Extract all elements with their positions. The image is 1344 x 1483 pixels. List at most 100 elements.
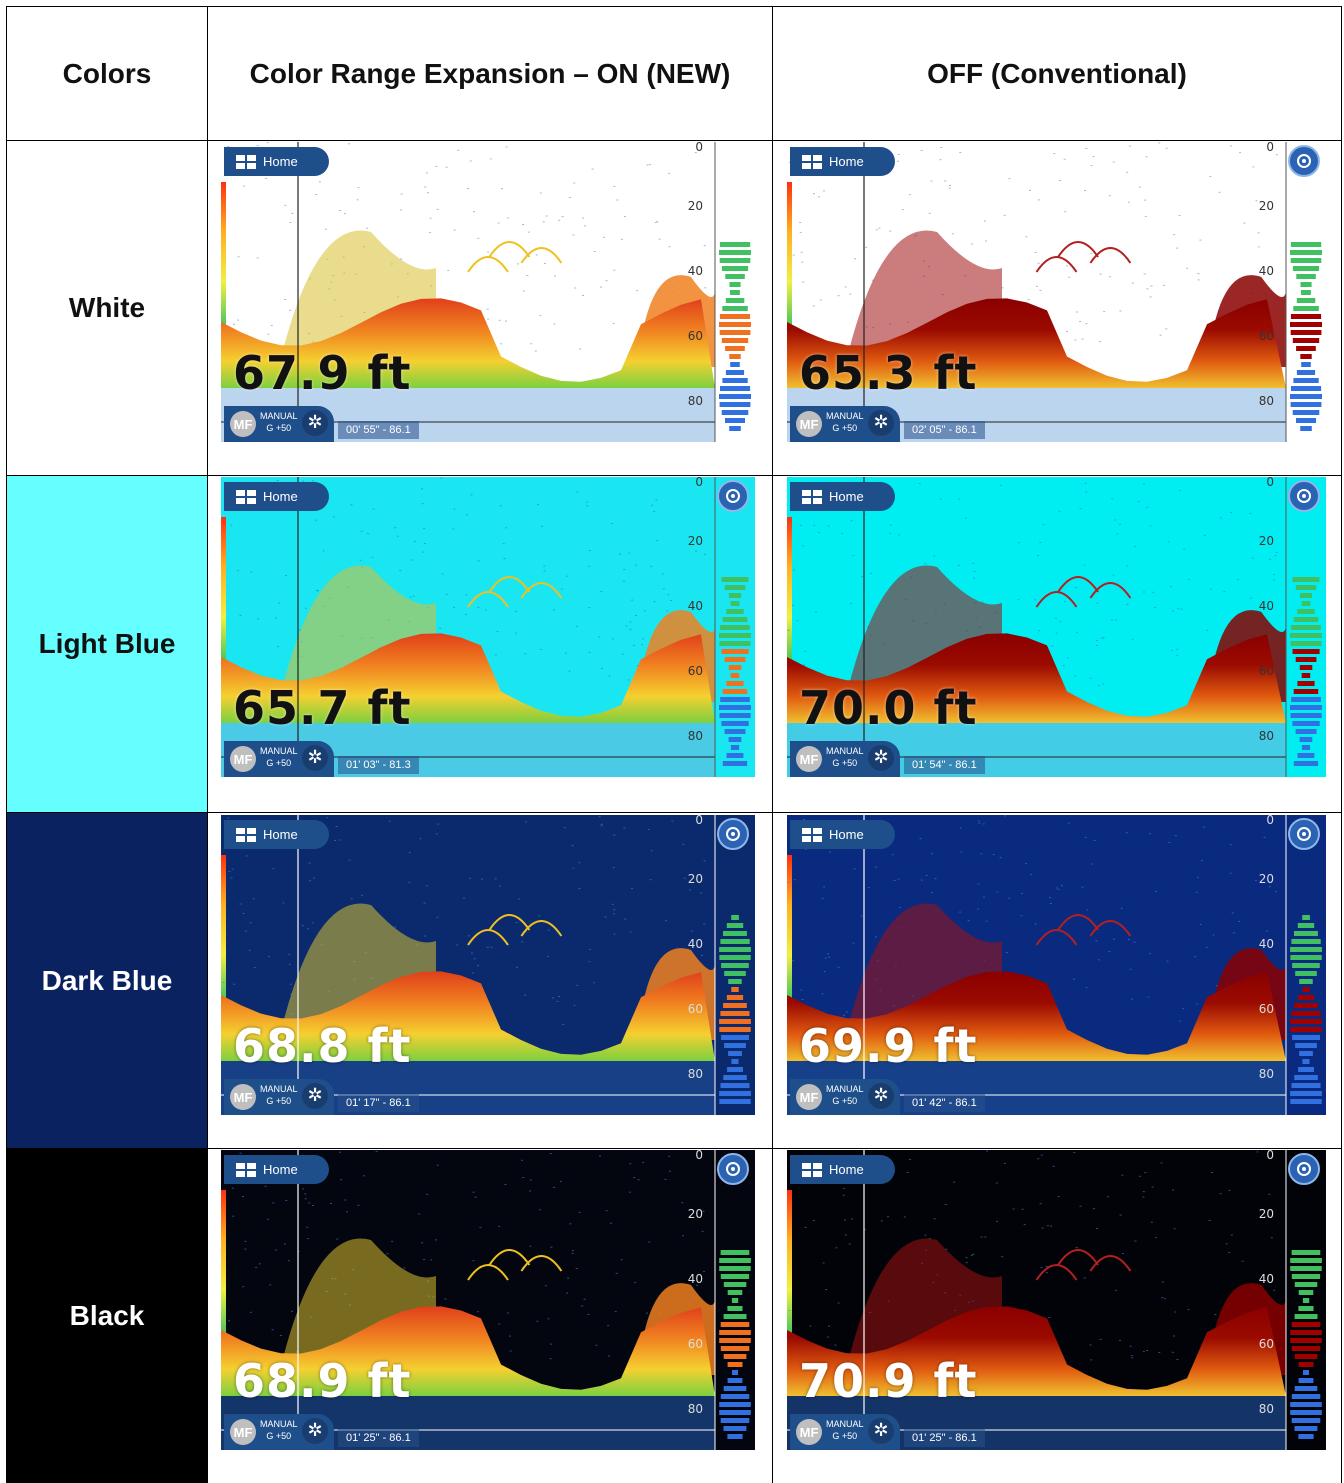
color-scale-bar	[787, 182, 792, 382]
depth-scale-label: 20	[687, 199, 703, 213]
flasher-bar	[727, 1306, 743, 1311]
crosshair-icon[interactable]	[717, 1153, 749, 1185]
depth-scale-label: 40	[1258, 937, 1274, 951]
flasher-bar	[1299, 593, 1313, 598]
crosshair-icon[interactable]	[1288, 145, 1320, 177]
fish-arch	[467, 591, 509, 608]
depth-scale-label: 60	[687, 1337, 703, 1351]
mf-badge[interactable]: MF	[230, 1419, 256, 1445]
home-button[interactable]: Home	[224, 820, 329, 849]
flasher-bar	[1291, 1011, 1321, 1016]
crosshair-icon[interactable]	[717, 480, 749, 512]
home-label: Home	[829, 1162, 864, 1177]
mf-badge[interactable]: MF	[230, 1084, 256, 1110]
home-button[interactable]: Home	[790, 147, 895, 176]
flasher-bar	[1290, 1027, 1322, 1032]
flasher-bar	[1299, 979, 1313, 984]
crosshair-icon[interactable]	[1288, 818, 1320, 850]
manual-label: MANUAL	[826, 1084, 864, 1094]
flasher-bar	[1293, 617, 1319, 622]
gear-icon[interactable]: ✲	[302, 410, 328, 436]
flasher-bar	[719, 1402, 751, 1407]
flasher-bar	[725, 298, 745, 303]
sonar-screenshot-on: 0 20 40 60 80 Home 68.8 ft MF MANUAL G +50 ✲ 01' 17…	[221, 815, 755, 1115]
gear-icon[interactable]: ✲	[868, 410, 894, 436]
gear-icon[interactable]: ✲	[868, 745, 894, 771]
flasher-bar	[1300, 354, 1312, 359]
home-button[interactable]: Home	[224, 482, 329, 511]
depth-scale-label: 0	[695, 815, 703, 827]
flasher-bar	[720, 625, 750, 630]
flasher-bar	[1290, 322, 1322, 327]
flasher-bar	[1294, 1426, 1318, 1431]
gain-mode-label: MANUAL G +50	[260, 1083, 298, 1107]
crosshair-icon[interactable]	[1288, 1153, 1320, 1185]
flasher-bar	[729, 282, 741, 287]
fish-arch	[488, 914, 531, 931]
fish-arch	[1057, 1249, 1099, 1266]
gain-control-bar: MF MANUAL G +50 ✲	[224, 1079, 334, 1115]
home-button[interactable]: Home	[224, 147, 329, 176]
flasher-bar	[719, 633, 751, 638]
mf-badge[interactable]: MF	[796, 1084, 822, 1110]
mf-badge[interactable]: MF	[796, 411, 822, 437]
crosshair-icon[interactable]	[717, 818, 749, 850]
flasher-bar	[1290, 1091, 1322, 1096]
home-button[interactable]: Home	[790, 482, 895, 511]
gain-control-bar: MF MANUAL G +50 ✲	[790, 741, 900, 777]
gear-icon[interactable]: ✲	[302, 1083, 328, 1109]
flasher-bar	[1290, 947, 1322, 952]
flasher-bar	[1301, 362, 1311, 367]
flasher-bar	[719, 242, 751, 247]
depth-scale-label: 80	[687, 1067, 703, 1081]
flasher-bar	[1302, 987, 1310, 992]
depth-scale-label: 0	[695, 1150, 703, 1162]
gain-control-bar: MF MANUAL G +50 ✲	[790, 1079, 900, 1115]
mf-badge[interactable]: MF	[230, 411, 256, 437]
depth-scale-label: 80	[1258, 1067, 1274, 1081]
home-button[interactable]: Home	[790, 1155, 895, 1184]
gear-icon[interactable]: ✲	[868, 1083, 894, 1109]
crosshair-icon[interactable]	[1288, 480, 1320, 512]
home-button[interactable]: Home	[790, 820, 895, 849]
mf-badge[interactable]: MF	[230, 746, 256, 772]
flasher-bar	[722, 617, 748, 622]
color-scale-bar	[221, 1190, 226, 1390]
gear-icon[interactable]: ✲	[302, 745, 328, 771]
mf-badge[interactable]: MF	[796, 746, 822, 772]
flasher-bar	[1294, 1003, 1318, 1008]
flasher-bar	[719, 1258, 751, 1263]
flasher-bar	[719, 1266, 751, 1271]
flasher-bar	[722, 306, 748, 311]
gear-icon[interactable]: ✲	[302, 1418, 328, 1444]
fish-arch	[520, 247, 563, 264]
flasher-bar	[724, 657, 746, 662]
flasher-bar	[1290, 1402, 1322, 1407]
flasher-bar	[1296, 370, 1316, 375]
depth-scale-label: 60	[1258, 1337, 1274, 1351]
flasher-bar	[719, 1091, 751, 1096]
flasher-bar	[726, 681, 744, 686]
mf-badge[interactable]: MF	[796, 1419, 822, 1445]
flasher-bar	[730, 601, 740, 606]
flasher-bar	[1293, 761, 1319, 766]
home-label: Home	[263, 1162, 298, 1177]
gain-value: G +50	[266, 1431, 292, 1441]
row-label-dark-blue: Dark Blue	[7, 813, 207, 1148]
flasher-bar	[719, 641, 751, 646]
depth-scale-label: 40	[1258, 1272, 1274, 1286]
flasher-bar	[719, 250, 751, 255]
home-button[interactable]: Home	[224, 1155, 329, 1184]
gear-icon[interactable]: ✲	[868, 1418, 894, 1444]
table-divider	[6, 475, 1342, 476]
flasher-bar	[721, 963, 749, 968]
flasher-bar	[727, 1362, 743, 1367]
sonar-image	[787, 815, 1326, 1115]
flasher-bar	[728, 979, 742, 984]
flasher-bar	[724, 729, 746, 734]
fish-arch	[1089, 920, 1132, 937]
manual-label: MANUAL	[826, 746, 864, 756]
grid-icon	[236, 154, 256, 169]
flasher-bar	[1290, 705, 1322, 710]
sonar-screenshot-off: 0 20 40 60 80 Home 70.9 ft MF MANUAL G +50 ✲ 01' 25…	[787, 1150, 1326, 1450]
